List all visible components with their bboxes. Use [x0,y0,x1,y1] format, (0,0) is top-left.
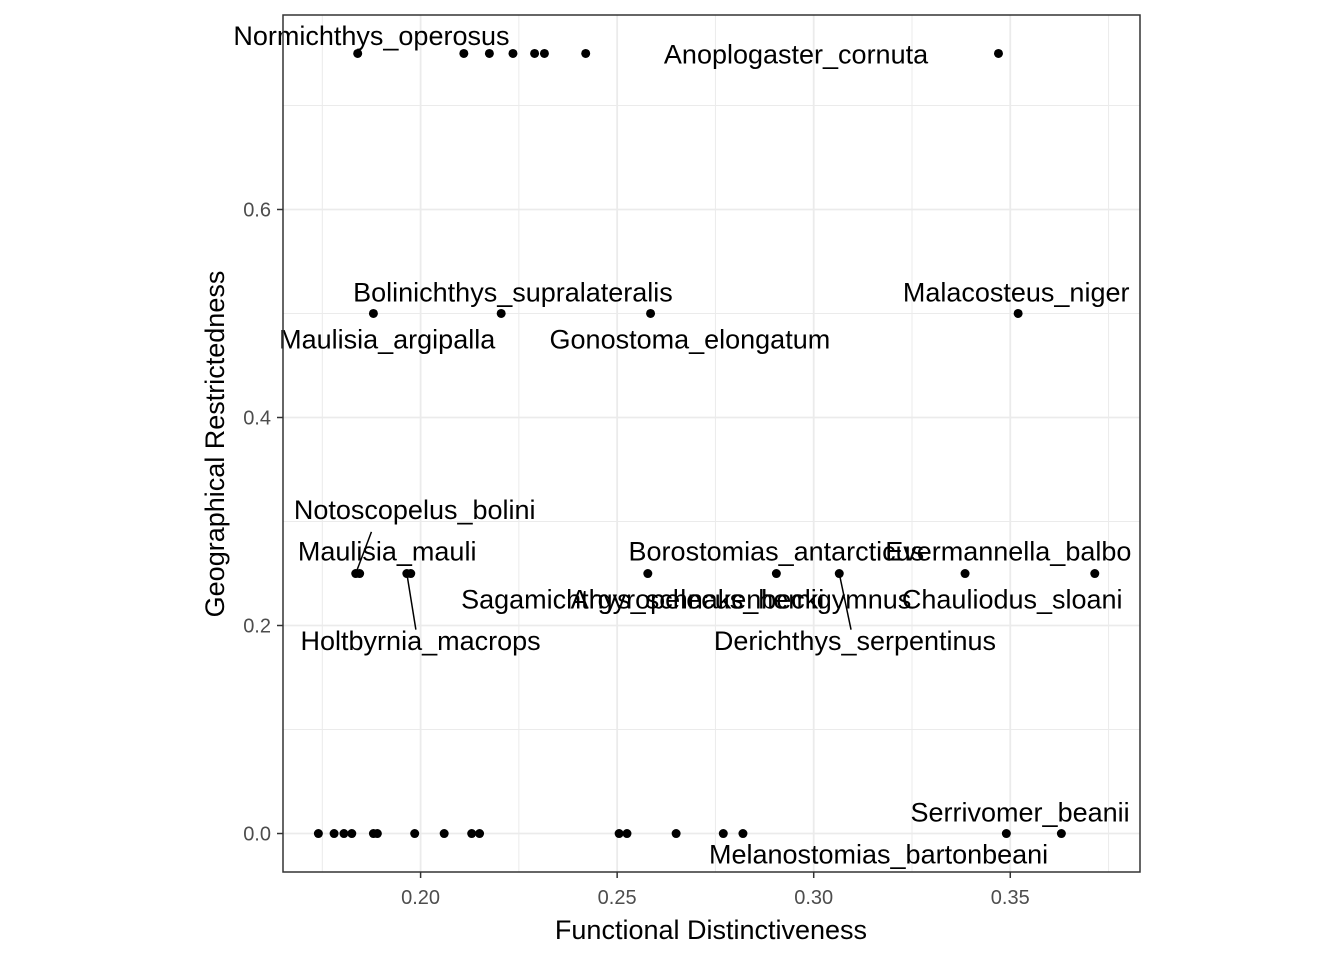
label-connector [838,573,852,630]
data-point [960,569,970,579]
data-point [508,48,518,58]
x-tick-label: 0.25 [598,887,637,909]
data-point [771,569,781,579]
point-label: Bolinichthys_supralateralis [353,278,673,308]
data-point [539,48,549,58]
y-axis-title: Geographical Restrictedness [200,271,230,618]
data-point [1013,308,1023,318]
point-label: Melanostomias_bartonbeani [709,839,1048,869]
y-tick-label: 0.6 [243,199,271,221]
data-point [313,829,323,839]
y-tick-label: 0.2 [243,616,271,638]
data-point [339,829,349,839]
y-axis-ticks: 0.0 0.2 0.4 0.6 [243,199,283,846]
data-point [467,829,477,839]
point-label: Maulisia_mauli [298,537,477,567]
x-tick-label: 0.35 [991,887,1030,909]
data-point [475,829,485,839]
point-label: Anoplogaster_cornuta [664,40,929,70]
data-point [484,48,494,58]
point-label: Serrivomer_beanii [911,798,1130,828]
major-gridlines [283,15,1140,872]
data-point [347,829,357,839]
x-axis-title: Functional Distinctiveness [555,915,867,945]
point-label: Evermannella_balbo [885,537,1131,567]
data-point [581,48,591,58]
point-label: Sagamichthys_schnakenbecki [461,585,824,615]
data-point [439,829,449,839]
data-point [738,829,748,839]
data-point [410,829,420,839]
point-labels: Normichthys_operosus Anoplogaster_cornuta… [233,21,1131,870]
data-points [313,48,1100,839]
point-label: Chauliodus_sloani [902,585,1123,615]
point-label: Holtbyrnia_macrops [301,626,541,656]
point-label: Malacosteus_niger [903,278,1130,308]
data-point [459,48,469,58]
point-label: Normichthys_operosus [233,21,509,51]
y-tick-label: 0.0 [243,824,271,846]
data-point [646,308,656,318]
point-label: Derichthys_serpentinus [714,626,996,656]
data-point [329,829,339,839]
data-point [643,569,653,579]
data-point [718,829,728,839]
data-point [406,569,416,579]
y-tick-label: 0.4 [243,407,271,429]
plot-panel [283,15,1140,872]
data-point [530,48,540,58]
data-point [1090,569,1100,579]
data-point [368,308,378,318]
x-axis-ticks: 0.20 0.25 0.30 0.35 [401,872,1030,909]
minor-gridlines [283,15,1140,872]
data-point [834,569,844,579]
label-connector [406,573,417,630]
x-tick-label: 0.20 [401,887,440,909]
data-point [1001,829,1011,839]
point-label: Maulisia_argipalla [279,324,496,354]
point-label: Borostomias_antarcticus [629,537,925,567]
x-tick-label: 0.30 [794,887,833,909]
data-point [1056,829,1066,839]
data-point [993,48,1003,58]
data-point [353,48,363,58]
point-label: Argyropelecus_hemigymnus [571,585,912,615]
data-point [614,829,624,839]
data-point [496,308,506,318]
data-point [622,829,632,839]
plot-border [282,14,1141,873]
data-point [671,829,681,839]
data-point [355,569,365,579]
label-connector-lines [355,531,852,630]
data-point [372,829,382,839]
point-label: Notoscopelus_bolini [294,495,536,525]
point-label: Gonostoma_elongatum [550,324,831,354]
label-connector [355,531,373,574]
